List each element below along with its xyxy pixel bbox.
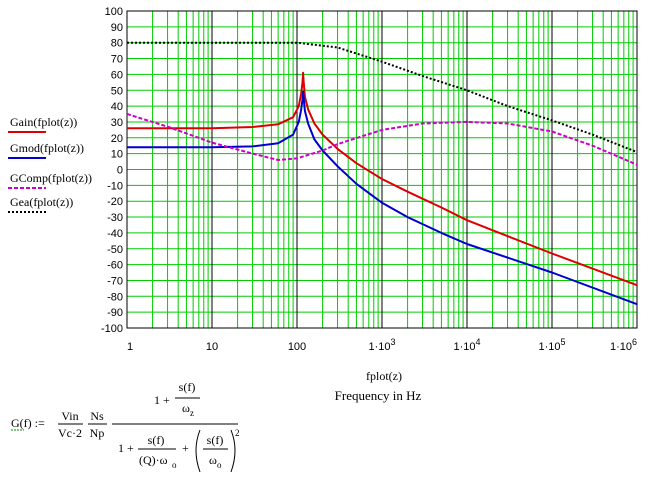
- y-tick-label: 40: [111, 101, 123, 113]
- square-exponent: 2: [235, 428, 240, 438]
- series-line-1: [127, 90, 638, 306]
- x-tick-label: 10: [206, 341, 218, 353]
- y-tick-label: 100: [105, 6, 123, 18]
- y-tick-label: 10: [111, 149, 123, 161]
- denominator-plus-1: +: [127, 441, 134, 455]
- numerator-omega: ω: [182, 401, 190, 415]
- denominator-q-omega-sub: o: [172, 460, 177, 470]
- legend-label-2: GComp(fplot(z)): [10, 171, 92, 185]
- x-axis-label: fplot(z): [366, 369, 402, 383]
- transfer-function-equation: G(f) := Vin Vc·2 Ns Np 1 + s(f) ω z 1 + …: [11, 380, 240, 473]
- numerator-sf: s(f): [179, 380, 196, 394]
- legend: Gain(fplot(z)) Gmod(fplot(z)) GComp(fplot(…: [8, 115, 92, 213]
- denominator-omega: ω: [209, 453, 217, 467]
- y-tick-labels: -100-90-80-70-60-50-40-30-20-10010203040…: [101, 6, 123, 335]
- y-tick-label: -10: [107, 180, 123, 192]
- y-tick-label: -50: [107, 244, 123, 256]
- y-tick-label: 20: [111, 133, 123, 145]
- denominator-plus-2: +: [182, 441, 189, 455]
- legend-label-1: Gmod(fplot(z)): [10, 141, 84, 155]
- x-tick-labels: 1 10 100 1·103 1·104 1·105 1·106: [127, 337, 637, 353]
- left-paren: [195, 429, 201, 473]
- y-tick-label: -30: [107, 212, 123, 224]
- denominator-sf-2: s(f): [207, 433, 224, 447]
- y-tick-label: -70: [107, 275, 123, 287]
- x-tick-label: 1: [127, 341, 133, 353]
- numerator-one: 1: [154, 393, 160, 407]
- vin-label: Vin: [61, 409, 78, 423]
- right-paren: [230, 429, 236, 473]
- series-lines: [126, 41, 638, 306]
- y-tick-label: -60: [107, 260, 123, 272]
- y-tick-label: -90: [107, 307, 123, 319]
- y-tick-label: 60: [111, 69, 123, 81]
- denominator-q-omega: (Q)·ω: [139, 453, 168, 467]
- y-tick-label: 50: [111, 85, 123, 97]
- equation-lhs: G(f) :=: [11, 416, 45, 430]
- np-label: Np: [90, 426, 105, 440]
- y-tick-label: 90: [111, 22, 123, 34]
- y-tick-label: -100: [101, 323, 123, 335]
- numerator-plus: +: [163, 393, 170, 407]
- vc2-label: Vc·2: [58, 426, 82, 440]
- series-line-3: [127, 41, 638, 154]
- chart-subtitle: Frequency in Hz: [335, 388, 422, 403]
- y-tick-label: 30: [111, 117, 123, 129]
- plot-frame: [126, 10, 638, 329]
- x-tick-label: 100: [288, 341, 306, 353]
- legend-label-0: Gain(fplot(z)): [10, 115, 77, 129]
- series-line-0: [127, 71, 638, 287]
- series-line-2: [126, 113, 638, 166]
- grid: [126, 10, 638, 329]
- x-tick-label: 1·104: [453, 337, 480, 353]
- legend-label-3: Gea(fplot(z)): [10, 195, 73, 209]
- y-tick-label: -20: [107, 196, 123, 208]
- ns-label: Ns: [90, 409, 104, 423]
- denominator-omega-sub: o: [217, 460, 222, 470]
- x-tick-label: 1·103: [368, 337, 395, 353]
- denominator-one: 1: [118, 441, 124, 455]
- y-tick-label: 80: [111, 38, 123, 50]
- numerator-omega-sub: z: [190, 408, 194, 418]
- x-tick-label: 1·105: [538, 337, 565, 353]
- y-tick-label: -40: [107, 228, 123, 240]
- y-tick-label: 70: [111, 54, 123, 66]
- denominator-sf-1: s(f): [148, 433, 165, 447]
- y-tick-label: 0: [117, 165, 123, 177]
- x-tick-label: 1·106: [610, 337, 637, 353]
- y-tick-label: -80: [107, 291, 123, 303]
